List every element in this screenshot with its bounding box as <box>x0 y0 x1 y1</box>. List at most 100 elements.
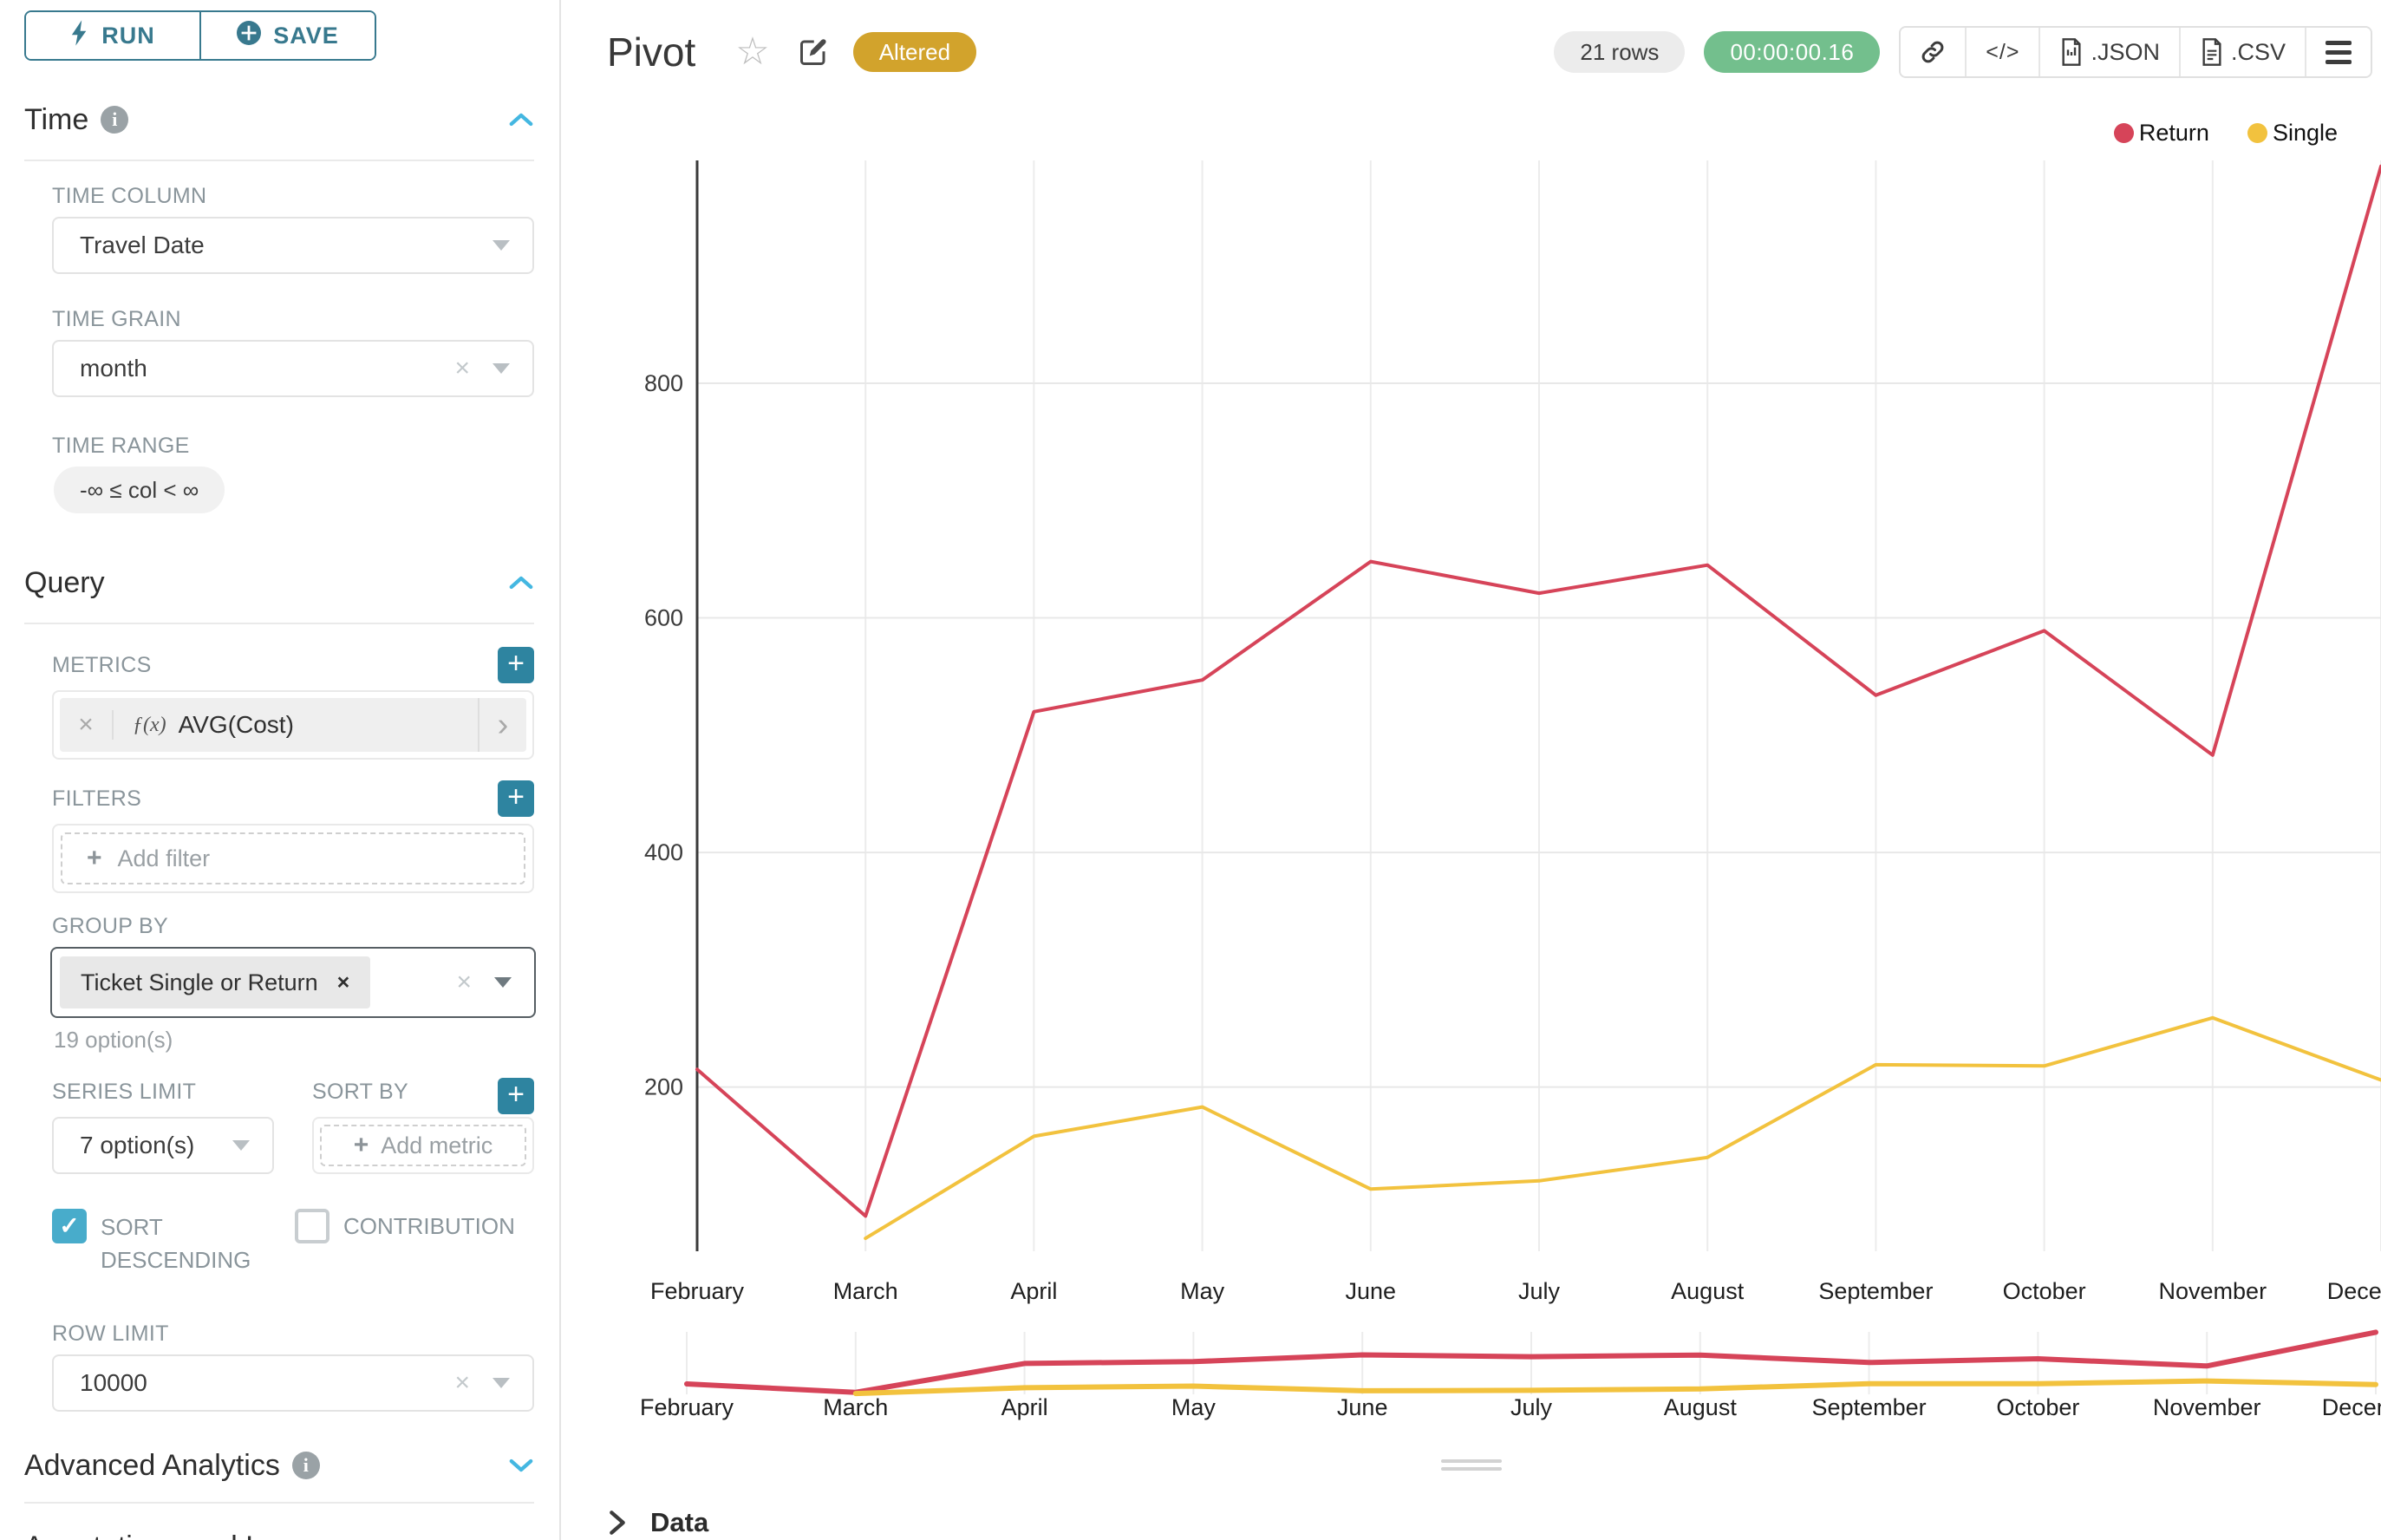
caret-down-icon[interactable] <box>494 977 512 988</box>
remove-metric-icon[interactable]: × <box>60 710 114 740</box>
mini-preview-brush-chart[interactable]: February March April May June July August Septe… <box>607 1325 2381 1455</box>
time-column-select[interactable]: Travel Date <box>52 217 534 274</box>
section-divider <box>24 160 534 161</box>
clear-icon[interactable]: × <box>454 354 470 382</box>
series-limit-select[interactable]: 7 option(s) <box>52 1117 274 1174</box>
chart-header: Pivot ☆ Altered 21 rows 00:00:00.16 <box>607 26 2372 78</box>
run-save-button-group: RUN SAVE <box>24 10 376 61</box>
data-section-title: Data <box>650 1507 709 1537</box>
query-section-header[interactable]: Query <box>24 564 534 602</box>
legend-item-return[interactable]: Return <box>2113 120 2209 147</box>
add-sort-metric-button[interactable]: + Add metric <box>320 1125 526 1166</box>
svg-text:February: February <box>640 1394 734 1420</box>
legend-single-label: Single <box>2272 120 2338 146</box>
svg-text:April: April <box>1001 1394 1048 1420</box>
export-json-button[interactable]: .JSON <box>2039 28 2179 76</box>
view-query-button[interactable]: </> <box>1965 28 2039 76</box>
group-by-chip[interactable]: Ticket Single or Return × <box>60 956 371 1008</box>
info-icon[interactable]: i <box>291 1452 320 1479</box>
chart-title: Pivot <box>607 29 696 75</box>
lightning-bolt-icon <box>70 19 89 52</box>
svg-text:July: July <box>1518 1278 1561 1304</box>
filters-container: + Add filter <box>52 824 534 893</box>
legend-item-single[interactable]: Single <box>2247 120 2338 147</box>
chart-menu-button[interactable] <box>2305 28 2371 76</box>
svg-text:June: June <box>1346 1278 1397 1304</box>
csv-label: .CSV <box>2230 38 2286 65</box>
sort-descending-checkbox[interactable]: ✓ <box>52 1209 87 1243</box>
metrics-label: METRICS <box>52 652 152 677</box>
time-grain-value: month <box>80 355 147 382</box>
metric-value: AVG(Cost) <box>178 711 294 738</box>
row-limit-select[interactable]: 10000 × <box>52 1354 534 1412</box>
caret-down-icon[interactable] <box>232 1140 250 1151</box>
query-section-title: Query <box>24 565 105 599</box>
group-by-label: GROUP BY <box>52 914 168 938</box>
favorite-star-icon[interactable]: ☆ <box>735 30 770 73</box>
chart-pane: Pivot ☆ Altered 21 rows 00:00:00.16 <box>561 0 2381 1540</box>
section-divider <box>24 623 534 624</box>
export-csv-button[interactable]: .CSV <box>2178 28 2305 76</box>
annotations-layers-header[interactable]: Annotations and Layers <box>24 1528 534 1540</box>
run-button[interactable]: RUN <box>26 12 199 59</box>
chart-actions-bar: </> .JSON <box>1899 26 2372 78</box>
clear-icon[interactable]: × <box>456 968 472 996</box>
time-range-value[interactable]: -∞ ≤ col < ∞ <box>54 467 225 513</box>
svg-text:May: May <box>1171 1394 1217 1420</box>
svg-text:March: March <box>823 1394 888 1420</box>
csv-file-icon <box>2202 38 2221 66</box>
chevron-right-icon <box>610 1511 625 1535</box>
chevron-up-icon[interactable] <box>508 111 534 128</box>
time-section-header[interactable]: Time i <box>24 101 534 139</box>
caret-down-icon[interactable] <box>493 240 510 251</box>
svg-text:September: September <box>1812 1394 1927 1420</box>
info-icon[interactable]: i <box>101 106 129 134</box>
remove-chip-icon[interactable]: × <box>336 969 350 995</box>
plus-circle-icon <box>237 20 262 51</box>
add-sort-metric-plus-button[interactable]: + <box>498 1078 534 1114</box>
return-series-dot <box>2113 123 2134 143</box>
legend-return-label: Return <box>2138 120 2209 146</box>
chart-resize-handle[interactable] <box>1440 1459 1502 1471</box>
chart-legend: Return Single <box>2113 120 2338 147</box>
save-button[interactable]: SAVE <box>199 12 375 59</box>
edit-pencil-icon[interactable] <box>798 36 829 68</box>
svg-text:200: 200 <box>644 1074 683 1100</box>
svg-text:800: 800 <box>644 370 683 396</box>
svg-text:September: September <box>1818 1278 1933 1304</box>
time-section-title: Time <box>24 102 89 136</box>
data-section-toggle[interactable]: Data <box>607 1507 708 1538</box>
svg-text:400: 400 <box>644 839 683 865</box>
json-label: .JSON <box>2091 38 2160 65</box>
time-grain-select[interactable]: month × <box>52 340 534 397</box>
contribution-checkbox[interactable] <box>295 1209 329 1243</box>
clear-icon[interactable]: × <box>454 1368 470 1397</box>
group-by-options-hint: 19 option(s) <box>54 1027 173 1053</box>
advanced-analytics-header[interactable]: Advanced Analytics i <box>24 1446 534 1485</box>
add-filter-plus-button[interactable]: + <box>498 780 534 817</box>
add-filter-button[interactable]: + Add filter <box>61 832 525 884</box>
annotations-layers-title: Annotations and Layers <box>24 1530 334 1540</box>
fx-icon: ƒ(x) <box>133 713 166 736</box>
caret-down-icon[interactable] <box>493 363 510 374</box>
expand-metric-icon[interactable]: › <box>478 698 526 752</box>
add-filter-label: Add filter <box>117 845 211 871</box>
run-button-label: RUN <box>101 22 155 49</box>
share-link-button[interactable] <box>1901 28 1966 76</box>
caret-down-icon[interactable] <box>493 1378 510 1388</box>
add-metric-label: Add metric <box>381 1132 493 1158</box>
line-chart: 200 400 600 800 February March April May June Jul… <box>644 160 2381 1304</box>
metric-container: × ƒ(x) AVG(Cost) › <box>52 690 534 760</box>
group-by-select[interactable]: Ticket Single or Return × × <box>50 947 536 1018</box>
metric-chip[interactable]: × ƒ(x) AVG(Cost) › <box>60 698 526 752</box>
plus-icon: + <box>87 844 102 872</box>
time-range-label: TIME RANGE <box>52 434 190 458</box>
hamburger-menu-icon <box>2326 40 2352 64</box>
chevron-up-icon[interactable] <box>508 574 534 591</box>
sort-by-container: + Add metric <box>312 1117 534 1174</box>
add-metric-plus-button[interactable]: + <box>498 647 534 683</box>
svg-text:August: August <box>1664 1394 1738 1420</box>
chevron-down-icon[interactable] <box>508 1457 534 1474</box>
svg-text:October: October <box>2003 1278 2086 1304</box>
